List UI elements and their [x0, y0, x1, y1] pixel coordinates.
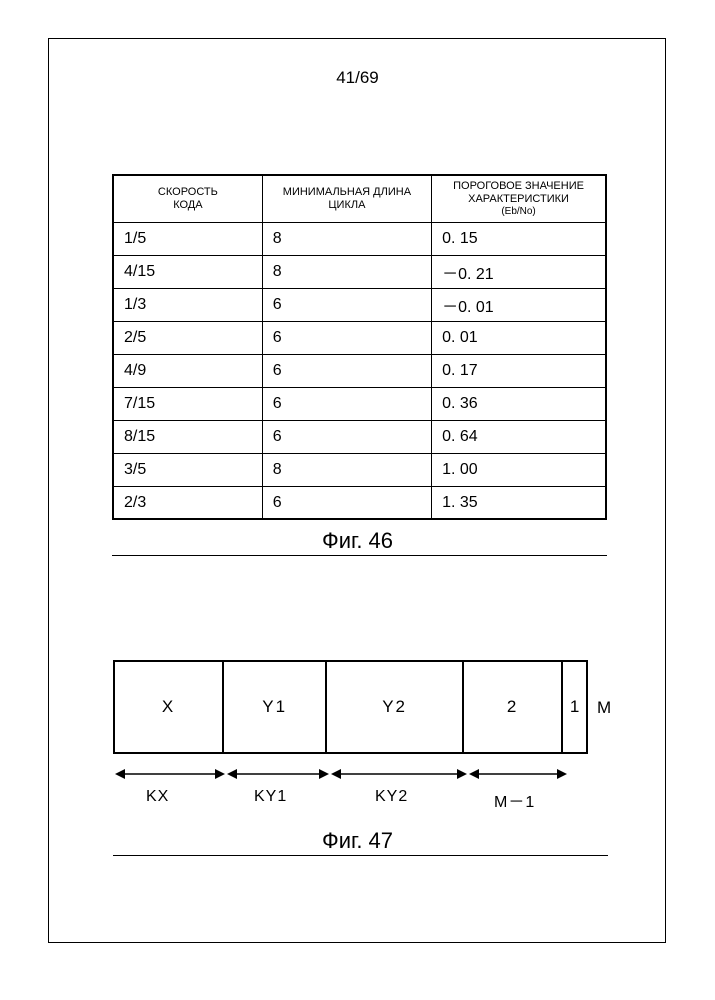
table-header-row: СКОРОСТЬКОДА МИНИМАЛЬНАЯ ДЛИНАЦИКЛА ПОРО… — [113, 175, 606, 222]
table-row: 1/580. 15 — [113, 222, 606, 255]
table-cell: 3/5 — [113, 453, 262, 486]
fig47-box-2: 2 — [464, 662, 563, 752]
table-row: 8/1560. 64 — [113, 420, 606, 453]
table-cell: 4/9 — [113, 354, 262, 387]
fig47-caption: Фиг. 47 — [0, 828, 715, 854]
table-row: 1/36－0. 01 — [113, 288, 606, 321]
table-cell: 1. 35 — [432, 486, 606, 519]
table-cell: －0. 01 — [432, 288, 606, 321]
table-cell: 0. 01 — [432, 321, 606, 354]
table-cell: 8 — [262, 453, 431, 486]
fig47-box-x: X — [115, 662, 224, 752]
table-cell: 6 — [262, 354, 431, 387]
page-number: 41/69 — [0, 68, 715, 88]
dimension-label: KY2 — [375, 788, 408, 806]
table-cell: 0. 17 — [432, 354, 606, 387]
table-cell: 2/3 — [113, 486, 262, 519]
fig47-underline — [113, 855, 608, 856]
fig47-label-m: M — [597, 698, 611, 718]
table-cell: 8 — [262, 222, 431, 255]
dimension-label: M－1 — [494, 788, 535, 812]
col-header-threshold: ПОРОГОВОЕ ЗНАЧЕНИЕХАРАКТЕРИСТИКИ(Eb/No) — [432, 175, 606, 222]
table-cell: 6 — [262, 486, 431, 519]
table-row: 7/1560. 36 — [113, 387, 606, 420]
table-cell: 8 — [262, 255, 431, 288]
dimension-label: KX — [146, 788, 169, 806]
fig46-underline — [112, 555, 607, 556]
fig46-caption: Фиг. 46 — [0, 528, 715, 554]
table-cell: 6 — [262, 321, 431, 354]
table-cell: 6 — [262, 420, 431, 453]
table-cell: －0. 21 — [432, 255, 606, 288]
table-cell: 0. 64 — [432, 420, 606, 453]
table-cell: 0. 36 — [432, 387, 606, 420]
table-cell: 1/3 — [113, 288, 262, 321]
table-cell: 8/15 — [113, 420, 262, 453]
fig47-diagram: X Y1 Y2 2 1 M KX KY1 KY2 M－1 — [113, 660, 608, 820]
table-cell: 6 — [262, 387, 431, 420]
table-cell: 4/15 — [113, 255, 262, 288]
fig47-box-y1: Y1 — [224, 662, 327, 752]
table-cell: 7/15 — [113, 387, 262, 420]
table-cell: 1. 00 — [432, 453, 606, 486]
table-cell: 0. 15 — [432, 222, 606, 255]
fig47-box-y2: Y2 — [327, 662, 464, 752]
table-row: 4/158－0. 21 — [113, 255, 606, 288]
fig47-dimension-arrows — [113, 760, 591, 786]
dimension-label: KY1 — [254, 788, 287, 806]
fig47-box-row: X Y1 Y2 2 1 — [113, 660, 588, 754]
table-cell: 6 — [262, 288, 431, 321]
table-row: 4/960. 17 — [113, 354, 606, 387]
table-row: 2/560. 01 — [113, 321, 606, 354]
table-row: 2/361. 35 — [113, 486, 606, 519]
fig46-table: СКОРОСТЬКОДА МИНИМАЛЬНАЯ ДЛИНАЦИКЛА ПОРО… — [112, 174, 607, 520]
col-header-min-cycle: МИНИМАЛЬНАЯ ДЛИНАЦИКЛА — [262, 175, 431, 222]
table-row: 3/581. 00 — [113, 453, 606, 486]
fig47-box-1: 1 — [563, 662, 586, 752]
table-cell: 1/5 — [113, 222, 262, 255]
fig47-dimension-labels: KX KY1 KY2 M－1 — [113, 788, 591, 810]
col-header-code-rate: СКОРОСТЬКОДА — [113, 175, 262, 222]
table-cell: 2/5 — [113, 321, 262, 354]
